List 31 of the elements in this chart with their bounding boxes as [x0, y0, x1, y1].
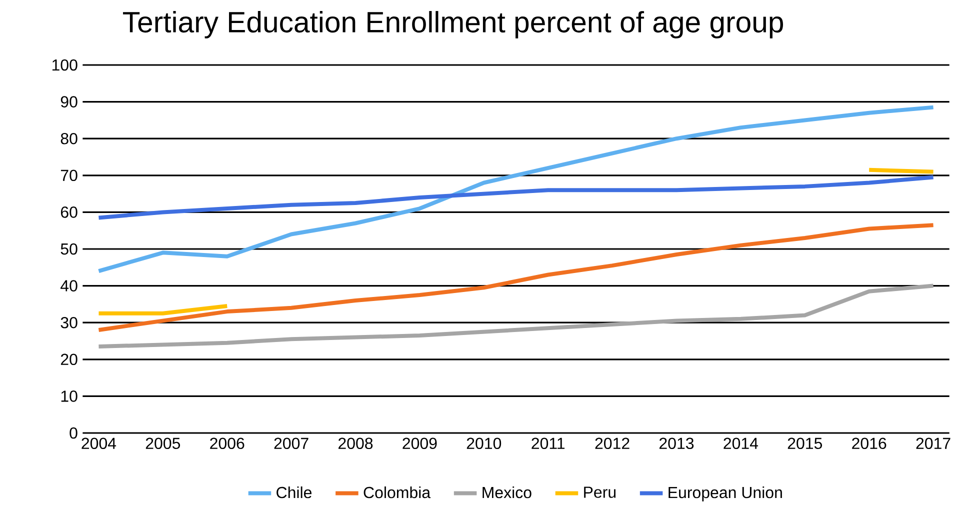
legend-label: Mexico	[482, 486, 532, 498]
x-tick-label: 2007	[274, 438, 308, 450]
legend-label: Peru	[584, 486, 616, 498]
legend-label: Colombia	[364, 486, 431, 498]
chart-title: Tertiary Education Enrollment percent of age group	[123, 11, 783, 38]
y-tick-label: 70	[60, 170, 78, 182]
x-tick-label: 2013	[659, 438, 694, 450]
x-tick-label: 2014	[724, 438, 758, 450]
y-tick-label: 100	[52, 59, 78, 71]
x-tick-label: 2012	[595, 438, 630, 450]
y-tick-label: 40	[60, 280, 78, 292]
legend-label: European Union	[668, 486, 782, 502]
x-tick-label: 2004	[82, 438, 116, 450]
x-tick-label: 2009	[402, 438, 437, 450]
y-tick-label: 90	[60, 96, 78, 108]
x-tick-label: 2010	[466, 438, 502, 450]
y-tick-label: 10	[61, 390, 78, 402]
x-tick-label: 2015	[788, 438, 822, 450]
y-tick-label: 20	[60, 354, 78, 366]
x-tick-label: 2016	[852, 438, 886, 450]
legend-label: Chile	[276, 486, 312, 498]
x-tick-label: 2008	[338, 438, 373, 450]
y-tick-label: 80	[60, 132, 78, 144]
x-tick-label: 2005	[146, 438, 180, 450]
y-tick-label: 60	[60, 206, 78, 218]
x-tick-label: 2011	[532, 438, 565, 450]
y-tick-label: 0	[70, 427, 78, 439]
x-tick-label: 2006	[210, 438, 244, 450]
y-tick-label: 50	[60, 243, 78, 255]
x-tick-label: 2017	[916, 438, 950, 450]
y-tick-label: 30	[60, 316, 78, 328]
